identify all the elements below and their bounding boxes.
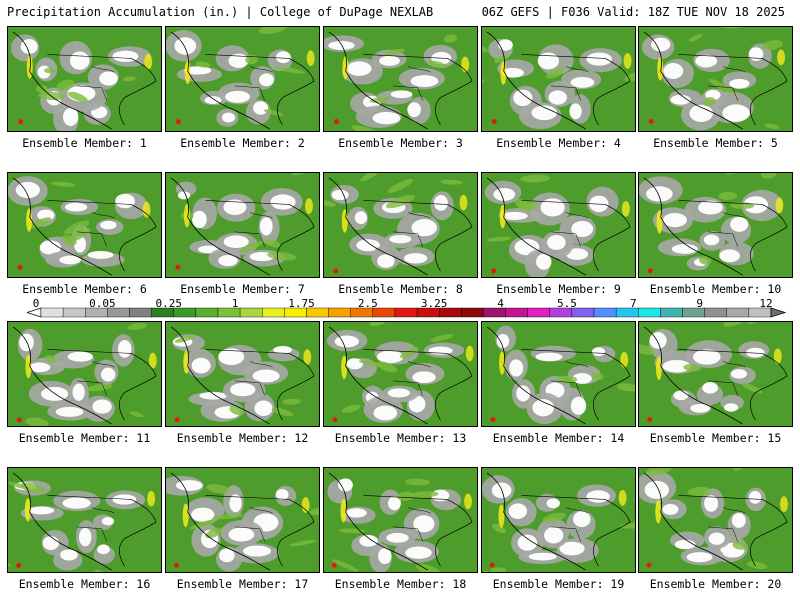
ensemble-member-label: Ensemble Member: 16: [18, 577, 151, 591]
colorbar-scale: [27, 307, 787, 318]
ensemble-member-label: Ensemble Member: 10: [649, 282, 782, 296]
model-valid-time: 06Z GEFS | F036 Valid: 18Z TUE NOV 18 20…: [481, 5, 785, 19]
ensemble-member-map: [165, 467, 320, 573]
colorbar-tick-label: 12: [759, 297, 773, 310]
ensemble-member-map: [7, 26, 162, 132]
ensemble-member-map: [638, 26, 793, 132]
ensemble-member-label: Ensemble Member: 15: [649, 431, 782, 445]
ensemble-member-label: Ensemble Member: 4: [496, 136, 621, 150]
ensemble-member-label: Ensemble Member: 14: [492, 431, 625, 445]
precip-colorbar: 0 0.05 0.25 1 1.75 2.5 3.25 4 5.5 7 9 12: [27, 297, 787, 321]
ensemble-member-map: [323, 172, 478, 278]
ensemble-member-map: [165, 26, 320, 132]
ensemble-member-map: [481, 467, 636, 573]
ensemble-member-label: Ensemble Member: 19: [492, 577, 625, 591]
ensemble-member-label: Ensemble Member: 11: [18, 431, 151, 445]
ensemble-member-map: [481, 26, 636, 132]
ensemble-member-label: Ensemble Member: 17: [176, 577, 309, 591]
ensemble-member-map: [7, 172, 162, 278]
ensemble-member-label: Ensemble Member: 7: [180, 282, 305, 296]
ensemble-member-map: [323, 26, 478, 132]
colorbar-tick-label: 1.75: [288, 297, 315, 310]
ensemble-member-map: [7, 321, 162, 427]
ensemble-member-map: [638, 321, 793, 427]
colorbar-tick-label: 1: [231, 297, 239, 310]
ensemble-member-label: Ensemble Member: 2: [180, 136, 305, 150]
colorbar-tick-label: 2.5: [357, 297, 378, 310]
ensemble-member-map: [165, 321, 320, 427]
colorbar-tick-label: 4: [497, 297, 504, 310]
colorbar-tick-label: 0.25: [155, 297, 182, 310]
colorbar-tick-label: 9: [696, 297, 703, 310]
colorbar-tick-label: 0.05: [89, 297, 116, 310]
ensemble-member-map: [165, 172, 320, 278]
ensemble-member-label: Ensemble Member: 9: [496, 282, 621, 296]
colorbar-tick-label: 0: [32, 297, 40, 310]
ensemble-member-label: Ensemble Member: 3: [338, 136, 463, 150]
ensemble-member-label: Ensemble Member: 13: [334, 431, 467, 445]
ensemble-member-label: Ensemble Member: 18: [334, 577, 467, 591]
ensemble-member-map: [638, 172, 793, 278]
ensemble-member-map: [323, 467, 478, 573]
ensemble-member-map: [481, 321, 636, 427]
ensemble-member-label: Ensemble Member: 8: [338, 282, 463, 296]
ensemble-member-map: [481, 172, 636, 278]
ensemble-member-label: Ensemble Member: 5: [653, 136, 778, 150]
colorbar-tick-label: 3.25: [420, 297, 448, 310]
ensemble-member-map: [638, 467, 793, 573]
ensemble-member-label: Ensemble Member: 12: [176, 431, 309, 445]
colorbar-tick-label: 7: [629, 297, 637, 310]
ensemble-member-map: [7, 467, 162, 573]
ensemble-member-map: [323, 321, 478, 427]
map-title: Precipitation Accumulation (in.) | Colle…: [7, 5, 434, 19]
ensemble-member-label: Ensemble Member: 6: [22, 282, 147, 296]
ensemble-member-label: Ensemble Member: 1: [22, 136, 147, 150]
ensemble-member-label: Ensemble Member: 20: [649, 577, 782, 591]
colorbar-tick-label: 5.5: [556, 297, 577, 310]
